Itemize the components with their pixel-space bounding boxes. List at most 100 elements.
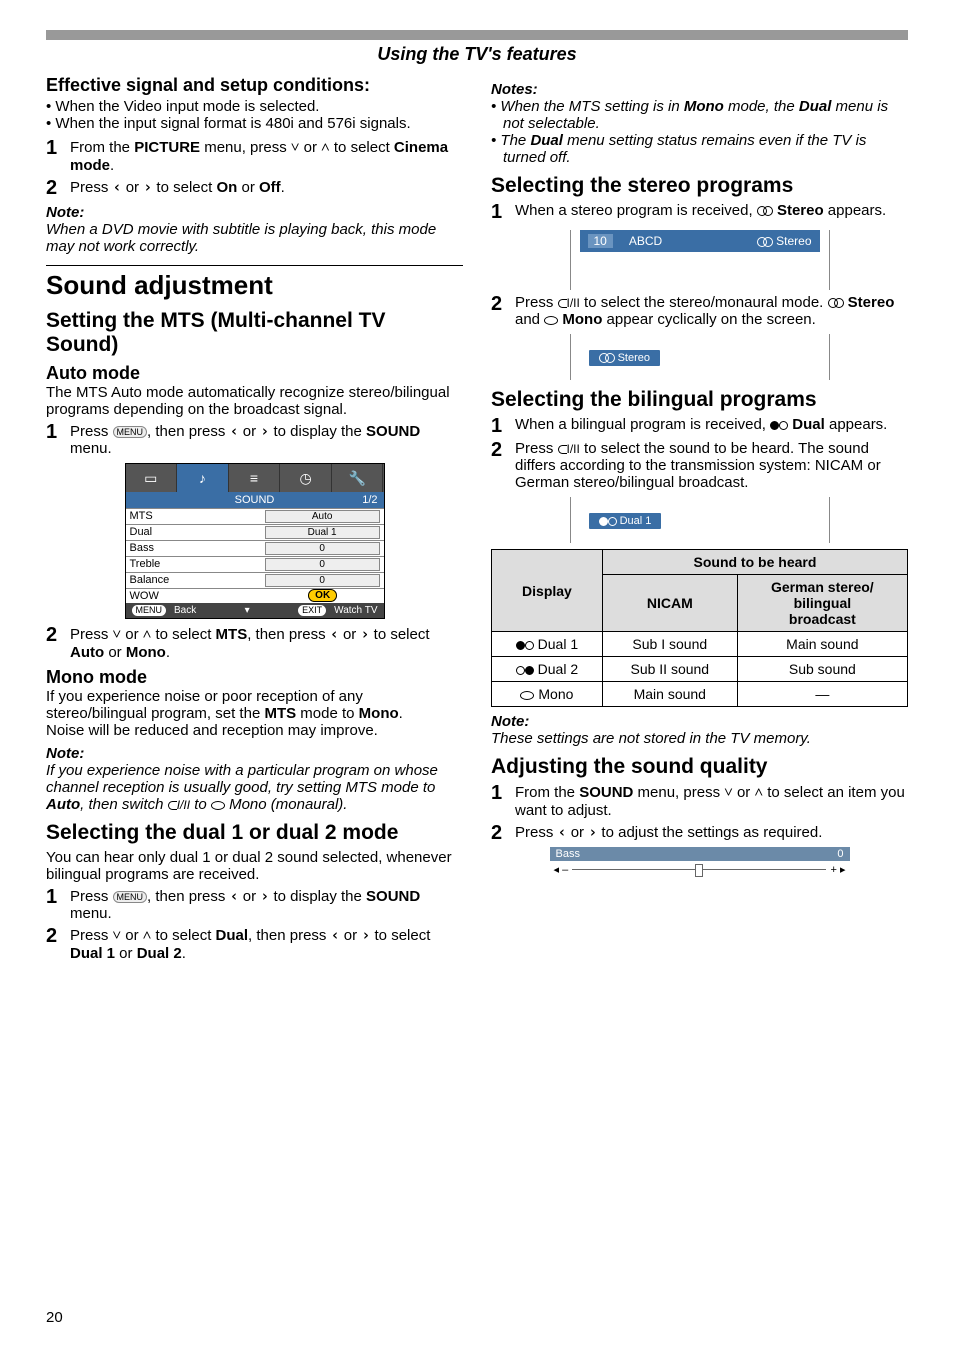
t: Dual 2 [137, 945, 182, 962]
table-row: Display Sound to be heard [492, 550, 908, 575]
t: Mono (monaural). [225, 796, 348, 813]
adjust-heading: Adjusting the sound quality [491, 755, 908, 779]
iii-icon: I/II [177, 798, 190, 812]
bilingual-heading: Selecting the bilingual programs [491, 388, 908, 412]
right-column: Notes: When the MTS setting is in Mono m… [491, 75, 908, 966]
circle-icon [558, 299, 567, 308]
t: to select [370, 626, 430, 643]
step-body: Press I/II to select the sound to be hea… [515, 440, 908, 491]
osd-label: Treble [130, 558, 265, 571]
osd-val: OK [266, 590, 380, 602]
step: 1 Press MENU, then press ‹ or › to displ… [46, 422, 463, 457]
t: Mono [359, 705, 399, 722]
t: , then switch [80, 796, 168, 813]
step-body: Press ‹ or › to select On or Off. [70, 178, 463, 198]
td: Sub II sound [602, 657, 737, 682]
step: 2 Press ˅ or ˄ to select MTS, then press… [46, 625, 463, 661]
t: Mono [538, 686, 573, 702]
td: Sub sound [737, 657, 907, 682]
filled-circle-icon [525, 666, 534, 675]
content-columns: Effective signal and setup conditions: W… [46, 75, 908, 966]
tv-frame: Dual 1 [570, 497, 830, 543]
t: appears. [825, 416, 888, 433]
td: — [737, 682, 907, 707]
t: , then press [147, 423, 230, 440]
osd-label: MTS [130, 510, 265, 523]
step: 1 When a bilingual program is received, … [491, 416, 908, 436]
note-head: Note: [46, 745, 463, 762]
t: Mono [126, 644, 166, 661]
right-icon: › [143, 178, 152, 196]
filled-circle-icon [599, 517, 608, 526]
circle-icon [525, 641, 534, 650]
step-body: When a bilingual program is received, Du… [515, 416, 908, 436]
t: Stereo [844, 294, 895, 311]
t: Press [515, 440, 558, 457]
t: menu, press [633, 784, 724, 801]
t: Press [70, 626, 113, 643]
t: or [121, 626, 143, 643]
right-icon: › [260, 887, 269, 905]
t: to select the stereo/monaural mode. [580, 294, 828, 311]
td-display: Dual 1 [492, 632, 603, 657]
t: mode to [296, 705, 359, 722]
t: Press [70, 179, 113, 196]
right-icon: › [260, 422, 269, 440]
t: Dual [216, 927, 249, 944]
up-icon: ˄ [321, 138, 330, 156]
t: to select [330, 139, 394, 156]
t: or [340, 927, 362, 944]
th-german: German stereo/ bilingual broadcast [737, 575, 907, 632]
step-body: Press MENU, then press ‹ or › to display… [70, 422, 463, 457]
osd-footer: MENUBack ▾ EXITWatch TV [126, 603, 384, 618]
t: appears. [824, 202, 887, 219]
osd-tab-icon: ♪ [177, 464, 229, 492]
t: Stereo [618, 352, 650, 364]
effective-bullets: When the Video input mode is selected. W… [46, 98, 463, 132]
step-body: Press ‹ or › to adjust the settings as r… [515, 823, 908, 843]
right-icon: › [360, 625, 369, 643]
step-num: 1 [46, 138, 62, 174]
osd-tab-icon: ▭ [126, 464, 178, 492]
osd-row: DualDual 1 [126, 524, 384, 540]
left-icon: ‹ [558, 823, 567, 841]
t: Off [259, 179, 281, 196]
step-num: 1 [491, 783, 507, 819]
osd-row: Balance0 [126, 572, 384, 588]
circle-icon [516, 666, 525, 675]
t: The [500, 132, 530, 149]
left-column: Effective signal and setup conditions: W… [46, 75, 463, 966]
step: 1 When a stereo program is received, Ste… [491, 202, 908, 222]
auto-mode-head: Auto mode [46, 363, 463, 384]
osd-title: SOUND [214, 494, 296, 506]
t: Auto [70, 644, 104, 661]
step: 2 Press I/II to select the sound to be h… [491, 440, 908, 491]
step-num: 2 [46, 625, 62, 661]
t: Press [70, 888, 113, 905]
t: or [567, 824, 589, 841]
t: Dual 1 [538, 636, 578, 652]
step-num: 2 [491, 823, 507, 843]
t: PICTURE [134, 139, 200, 156]
ok-badge: OK [308, 589, 337, 602]
stereo-icon [599, 353, 615, 363]
t: or [733, 784, 755, 801]
osd-label: WOW [130, 590, 266, 602]
right-icon: › [588, 823, 597, 841]
osd-title-row: SOUND 1/2 [126, 492, 384, 508]
stereo-heading: Selecting the stereo programs [491, 174, 908, 198]
iii-icon: I/II [567, 296, 580, 310]
step: 2 Press ‹ or › to adjust the settings as… [491, 823, 908, 843]
divider [46, 265, 463, 266]
step-body: Press ˅ or ˄ to select Dual, then press … [70, 926, 463, 962]
page-number: 20 [46, 1309, 63, 1326]
oval-icon [520, 691, 534, 700]
t: Press [515, 824, 558, 841]
osd-label: Balance [130, 574, 265, 587]
auto-mode-body: The MTS Auto mode automatically recogniz… [46, 384, 463, 418]
step-body: When a stereo program is received, Stere… [515, 202, 908, 222]
circle-icon [168, 801, 177, 810]
left-icon: ‹ [230, 887, 239, 905]
t: On [216, 179, 237, 196]
t: Dual 2 [538, 661, 578, 677]
